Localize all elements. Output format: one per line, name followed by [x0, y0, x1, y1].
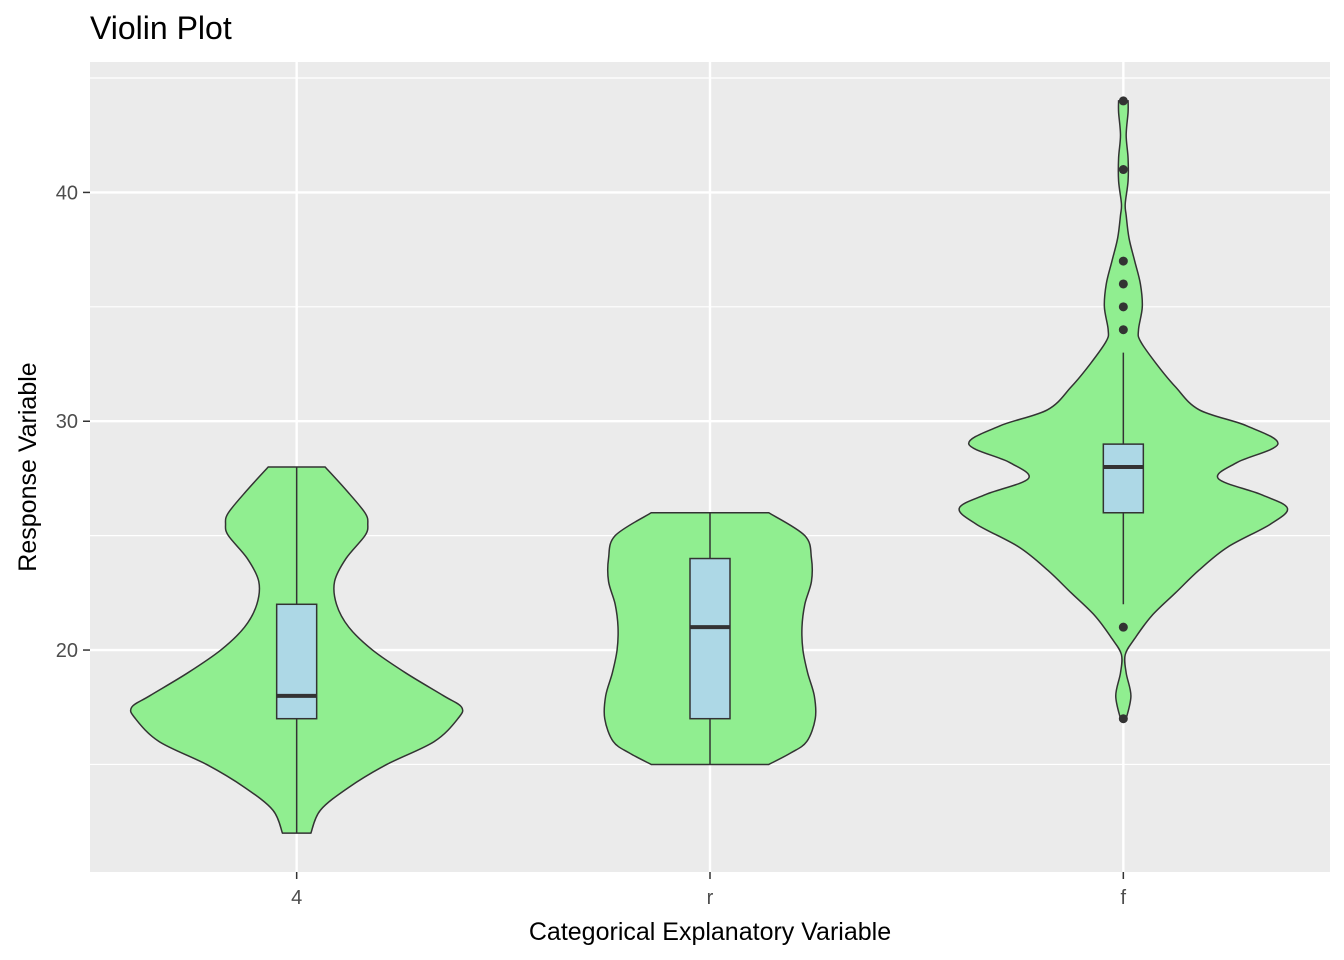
y-tick-label: 30: [56, 411, 78, 433]
x-tick-label: r: [707, 887, 714, 909]
outlier-point: [1118, 279, 1128, 289]
x-tick-label: 4: [291, 887, 302, 909]
outlier-point: [1118, 622, 1128, 632]
outlier-point: [1118, 714, 1128, 724]
outlier-point: [1118, 96, 1128, 106]
y-axis: 20 30 40: [56, 182, 90, 662]
chart-title: Violin Plot: [90, 10, 232, 46]
box-f: [1102, 443, 1145, 514]
outlier-point: [1118, 165, 1128, 175]
x-axis: 4 r f: [291, 872, 1127, 909]
boxplots: [275, 96, 1145, 834]
outlier-point: [1118, 302, 1128, 312]
x-axis-title: Categorical Explanatory Variable: [529, 918, 891, 946]
outlier-point: [1118, 325, 1128, 335]
box-4: [275, 603, 318, 720]
y-tick-label: 40: [56, 182, 78, 204]
box-r: [689, 557, 731, 720]
y-tick-label: 20: [56, 640, 78, 662]
y-axis-title: Response Variable: [14, 362, 42, 571]
outlier-point: [1118, 256, 1128, 266]
x-tick-label: f: [1121, 887, 1127, 909]
